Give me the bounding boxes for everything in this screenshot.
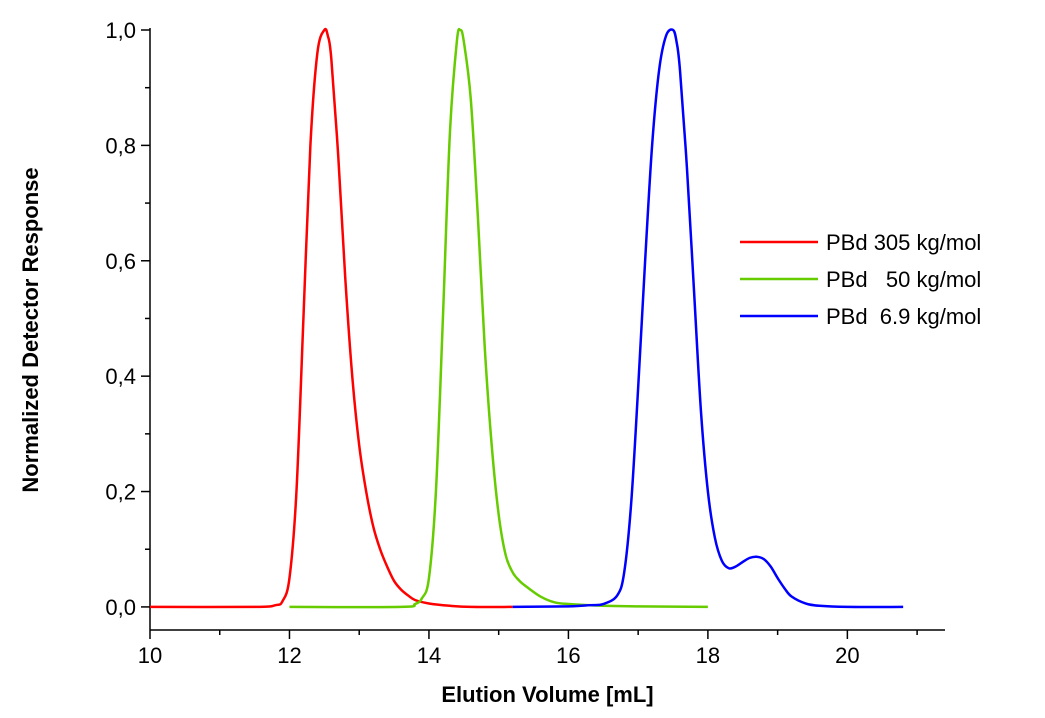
- legend-label: PBd 6.9 kg/mol: [826, 304, 981, 329]
- y-tick-label: 0,4: [105, 364, 136, 389]
- series-line-1: [149, 27, 513, 609]
- legend: PBd 305 kg/mol PBd 50 kg/mol PBd 6.9 kg/mo…: [740, 230, 981, 329]
- y-tick-label: 0,0: [105, 595, 136, 620]
- x-tick-label: 10: [138, 643, 162, 668]
- y-tick-label: 0,2: [105, 480, 136, 505]
- y-tick-label: 0,8: [105, 133, 136, 158]
- x-tick-label: 20: [835, 643, 859, 668]
- series-line-3: [512, 28, 904, 609]
- series-layer: [149, 27, 904, 609]
- x-tick-label: 16: [556, 643, 580, 668]
- x-tick-label: 18: [696, 643, 720, 668]
- x-axis-title: Elution Volume [mL]: [441, 682, 653, 707]
- y-tick-label: 0,6: [105, 249, 136, 274]
- series-line-2: [289, 27, 708, 609]
- legend-label: PBd 305 kg/mol: [826, 230, 981, 255]
- y-axis-title: Normalized Detector Response: [18, 167, 43, 492]
- x-tick-label: 12: [277, 643, 301, 668]
- legend-label: PBd 50 kg/mol: [826, 267, 981, 292]
- y-tick-label: 1,0: [105, 18, 136, 43]
- axes: 10 12 14 16 18 20 0,0 0,2 0,4 0,6 0,8 1,0: [105, 18, 945, 668]
- x-tick-label: 14: [417, 643, 441, 668]
